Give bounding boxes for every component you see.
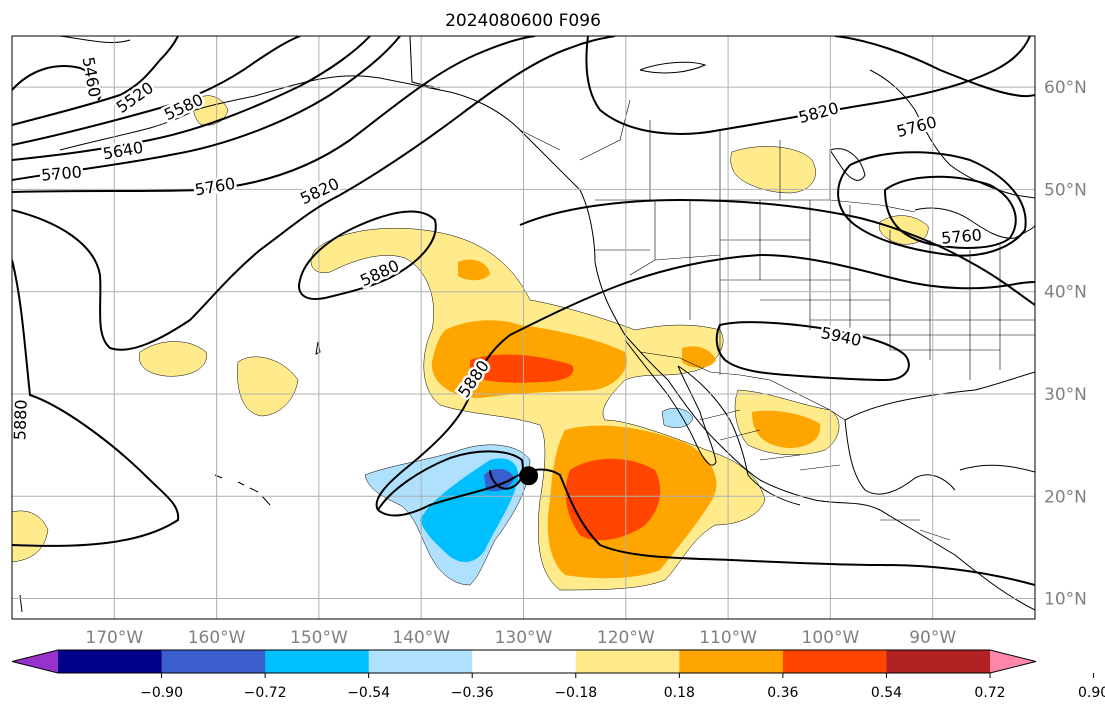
hudson-bay-2 [829,148,866,181]
contour-5760-east [834,36,1035,98]
contour-label: 5880 [10,399,30,440]
lon-tick-label: 170°W [85,628,143,648]
lon-tick-label: 140°W [392,628,450,648]
contour-5580 [12,36,301,146]
colorbar-tick-label: 0.54 [871,685,902,701]
lon-tick-label: 120°W [597,628,655,648]
contour-5880-main [12,259,524,547]
contour-label: 5700 [40,162,82,184]
colorbar-tick-label: 0.18 [664,685,695,701]
contour-5460 [12,65,102,101]
shade-positive-light-5 [237,356,299,417]
mainland-mexico [677,365,801,506]
contour-5820-west [12,36,616,351]
us-mexico-border [639,351,846,421]
storm-center-marker [519,466,539,486]
height-contours [12,36,1035,586]
state-lines [595,200,1035,380]
yucatan [844,419,956,495]
colorbar-segment [368,650,473,673]
colorbar-extend-high [990,650,1036,673]
shade-positive-strong-2 [565,458,661,541]
shade-positive-light-6 [193,95,229,126]
lon-tick-label: 90°W [909,628,956,648]
lat-tick-label: 40°N [1044,283,1087,303]
baja-california [624,339,717,466]
shade-positive-light-3 [730,146,816,194]
colorbar-tick-label: 0.36 [767,685,798,701]
colorbar-segment [886,650,991,673]
colorbar-segment [575,650,680,673]
labrador [869,69,1035,199]
colorbar-segment [265,650,370,673]
contour-label: 5460 [79,55,105,98]
shade-positive-light-7 [878,215,929,245]
mexico-states [699,409,951,541]
shade-positive-light-8 [12,510,49,563]
contour-5520 [12,36,179,126]
colorbar [11,649,1037,674]
hawaii [214,474,271,506]
contour-5700-east [837,151,1027,257]
longitude-labels: 170°W 160°W 150°W 140°W 130°W 120°W 110°W 100°W… [85,628,956,648]
colorbar-outline [11,649,1037,674]
colorbar-tick-labels: −0.90 −0.72 −0.54 −0.36 −0.18 0.18 0.36 0.54 0.7… [140,673,1105,701]
figure-title: 2024080600 F096 [445,11,601,31]
lon-tick-label: 160°W [188,628,246,648]
colorbar-tick-label: 0.72 [974,685,1005,701]
colorbar-segment [58,650,163,673]
shade-positive-light-4 [138,341,207,377]
contour-5820-east [585,36,1031,135]
cuba [959,464,1035,473]
contour-5940 [715,321,910,382]
colorbar-tick-label: −0.36 [451,685,494,701]
contour-5880-loop-south [375,253,1035,586]
colorbar-tick-label: −0.72 [244,685,287,701]
lat-tick-label: 20°N [1044,487,1087,507]
lat-tick-label: 30°N [1044,385,1087,405]
lon-tick-label: 150°W [290,628,348,648]
hudson-bay [639,61,707,74]
lon-tick-label: 100°W [802,628,860,648]
colorbar-tick-label: 0.90 [1078,685,1105,701]
contour-5640-east [883,175,1017,249]
colorbar-segment [782,650,887,673]
lon-tick-label: 130°W [495,628,553,648]
contour-5880-loop [298,210,437,300]
colorbar-tick-label: −0.54 [347,685,390,701]
colorbar-tick-label: −0.90 [140,685,183,701]
lat-tick-label: 50°N [1044,180,1087,200]
shade-positive-strong [470,354,574,383]
lat-tick-label: 10°N [1044,590,1087,610]
colorbar-extend-low [12,650,58,673]
colorbar-segment [679,650,784,673]
colorbar-segment [161,650,266,673]
lon-tick-label: 110°W [699,628,757,648]
contour-5760 [12,36,536,193]
north-america-coast [409,36,1035,611]
alaska-south [194,75,441,111]
colorbar-tick-label: −0.18 [554,685,597,701]
latitude-labels: 60°N 50°N 40°N 30°N 20°N 10°N [1044,78,1087,609]
alaska-canada-border [409,36,441,89]
map-layers: 5460 5520 5580 5640 5700 5760 5820 5760 … [10,36,1035,619]
aleutians [59,109,196,151]
contour-label: 5760 [940,225,982,247]
shade-positive-medium-5 [458,259,490,281]
shade-positive-medium-3 [752,410,821,448]
shading-layer [12,95,929,591]
colorbar-segment [472,650,577,673]
contour-5700 [12,36,401,181]
canada-provinces [519,99,831,200]
lat-tick-label: 60°N [1044,78,1087,98]
contour-5820-ring [519,198,1035,306]
shade-positive-medium-4 [682,346,716,368]
great-lakes [914,207,1035,239]
contour-5640 [12,36,371,161]
map-frame [11,35,1036,620]
borders [409,36,1035,541]
gridlines [12,36,1035,619]
